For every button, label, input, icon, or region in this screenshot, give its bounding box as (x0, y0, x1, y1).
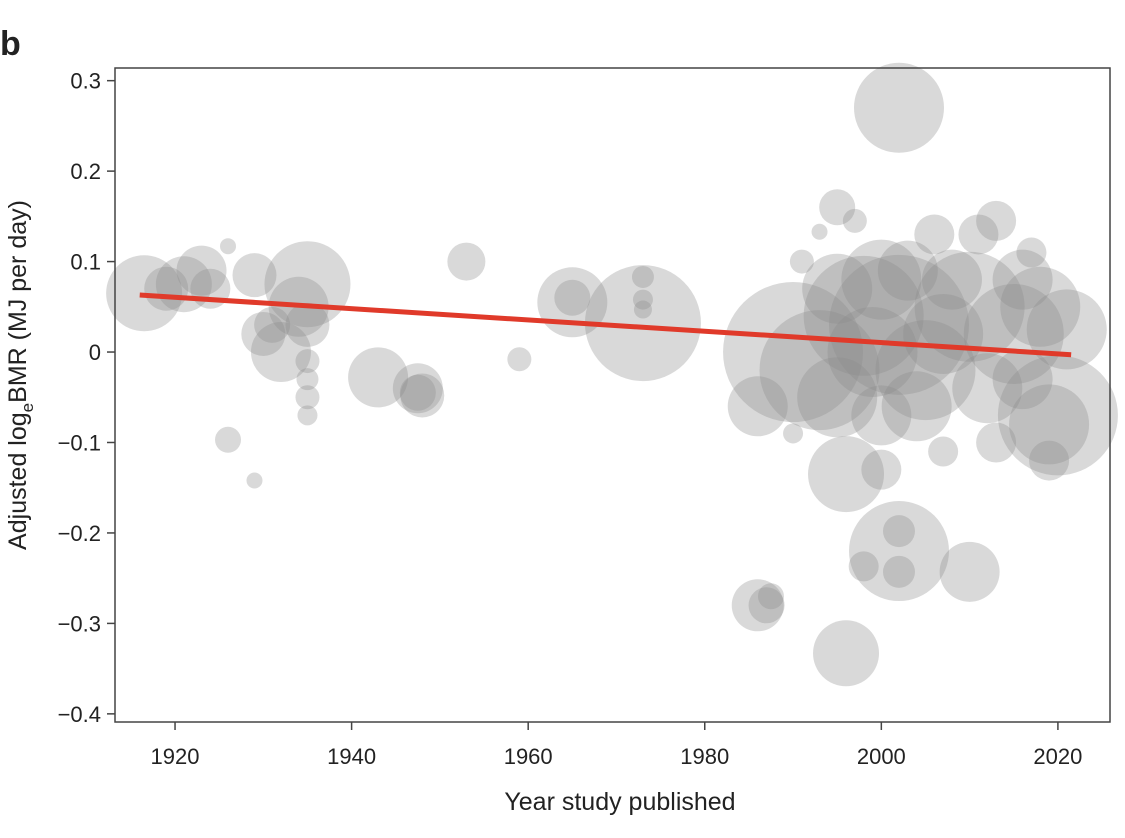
bubble (789, 249, 814, 274)
bubble (921, 249, 982, 310)
bubble (914, 214, 955, 255)
y-label-sub: e (18, 403, 37, 412)
bubble (285, 302, 330, 347)
bubble (215, 426, 242, 453)
bubble (877, 240, 938, 301)
bubble (295, 349, 320, 374)
bubble (348, 347, 409, 408)
bubble (723, 282, 864, 423)
y-tick-label: −0.1 (58, 430, 101, 455)
x-tick-label: 2020 (1033, 744, 1082, 769)
x-tick-label: 1980 (680, 744, 729, 769)
bubble (853, 62, 944, 153)
bubble (797, 357, 878, 438)
bubble (808, 436, 885, 513)
bubble (296, 368, 319, 391)
y-axis-label: Adjusted logeBMR (MJ per day) (4, 200, 37, 550)
bubble (176, 245, 227, 296)
bubble (254, 306, 291, 343)
bubble (584, 265, 701, 382)
y-tick-label: −0.3 (58, 611, 101, 636)
bubble (1026, 289, 1107, 370)
bubble (447, 242, 486, 281)
bubble (939, 541, 1000, 602)
bubble (633, 300, 652, 319)
bubble (848, 551, 879, 582)
plot-frame (114, 67, 1111, 723)
bubble (392, 363, 443, 414)
bubble (220, 238, 237, 255)
bubble (997, 355, 1118, 476)
bubble (928, 436, 959, 467)
bubble (903, 293, 984, 374)
bubble (783, 423, 804, 444)
x-tick-label: 1920 (151, 744, 200, 769)
bubble (757, 583, 784, 610)
bubble (727, 376, 788, 437)
bubble (963, 283, 1064, 384)
y-tick-label: 0 (89, 340, 101, 365)
x-tick-label: 1960 (504, 744, 553, 769)
bubble (241, 311, 286, 356)
bubble (399, 374, 436, 411)
bubble (851, 385, 912, 446)
bubble (554, 279, 591, 316)
bubble (882, 515, 915, 548)
y-tick-label: −0.4 (58, 702, 101, 727)
plot-area (106, 62, 1118, 687)
bubble (819, 189, 856, 226)
bubble (297, 405, 318, 426)
bubble (992, 249, 1053, 310)
trend-line (139, 292, 1072, 358)
bubble (827, 307, 918, 398)
bubble (914, 251, 1025, 362)
bubble (842, 208, 867, 233)
y-label-rest: BMR (MJ per day) (4, 200, 32, 403)
bubble (828, 254, 969, 395)
bubble (632, 289, 653, 310)
bubble (811, 223, 828, 240)
bubble (400, 373, 445, 418)
x-axis-label: Year study published (504, 788, 735, 816)
bubble (246, 472, 263, 489)
bubble (848, 501, 949, 602)
bubble (976, 422, 1017, 463)
bubble (232, 253, 277, 298)
bubble (813, 620, 880, 687)
bubble (1009, 384, 1090, 465)
bubble (1000, 266, 1081, 347)
bubble (1016, 237, 1047, 268)
bubble (992, 349, 1053, 410)
bubble (881, 371, 952, 442)
bubble (731, 579, 784, 632)
bubble (295, 385, 320, 410)
y-tick-label: 0.3 (70, 69, 101, 94)
y-label-main: Adjusted log (4, 412, 32, 550)
bubble (631, 265, 654, 288)
bubble (882, 555, 915, 588)
y-tick-label: −0.2 (58, 521, 101, 546)
x-tick-label: 2000 (857, 744, 906, 769)
bubble (861, 449, 902, 490)
panel-label: b (0, 25, 21, 63)
bubble (802, 253, 873, 324)
bubble (976, 200, 1017, 241)
bubble (958, 214, 999, 255)
bubble (748, 587, 785, 624)
y-tick-label: 0.2 (70, 159, 101, 184)
bubble (507, 347, 532, 372)
bubble (1029, 440, 1070, 481)
bubble (250, 322, 311, 383)
bubble (841, 239, 922, 320)
x-tick-label: 1940 (327, 744, 376, 769)
bubble (952, 353, 1023, 424)
y-tick-label: 0.1 (70, 250, 101, 275)
